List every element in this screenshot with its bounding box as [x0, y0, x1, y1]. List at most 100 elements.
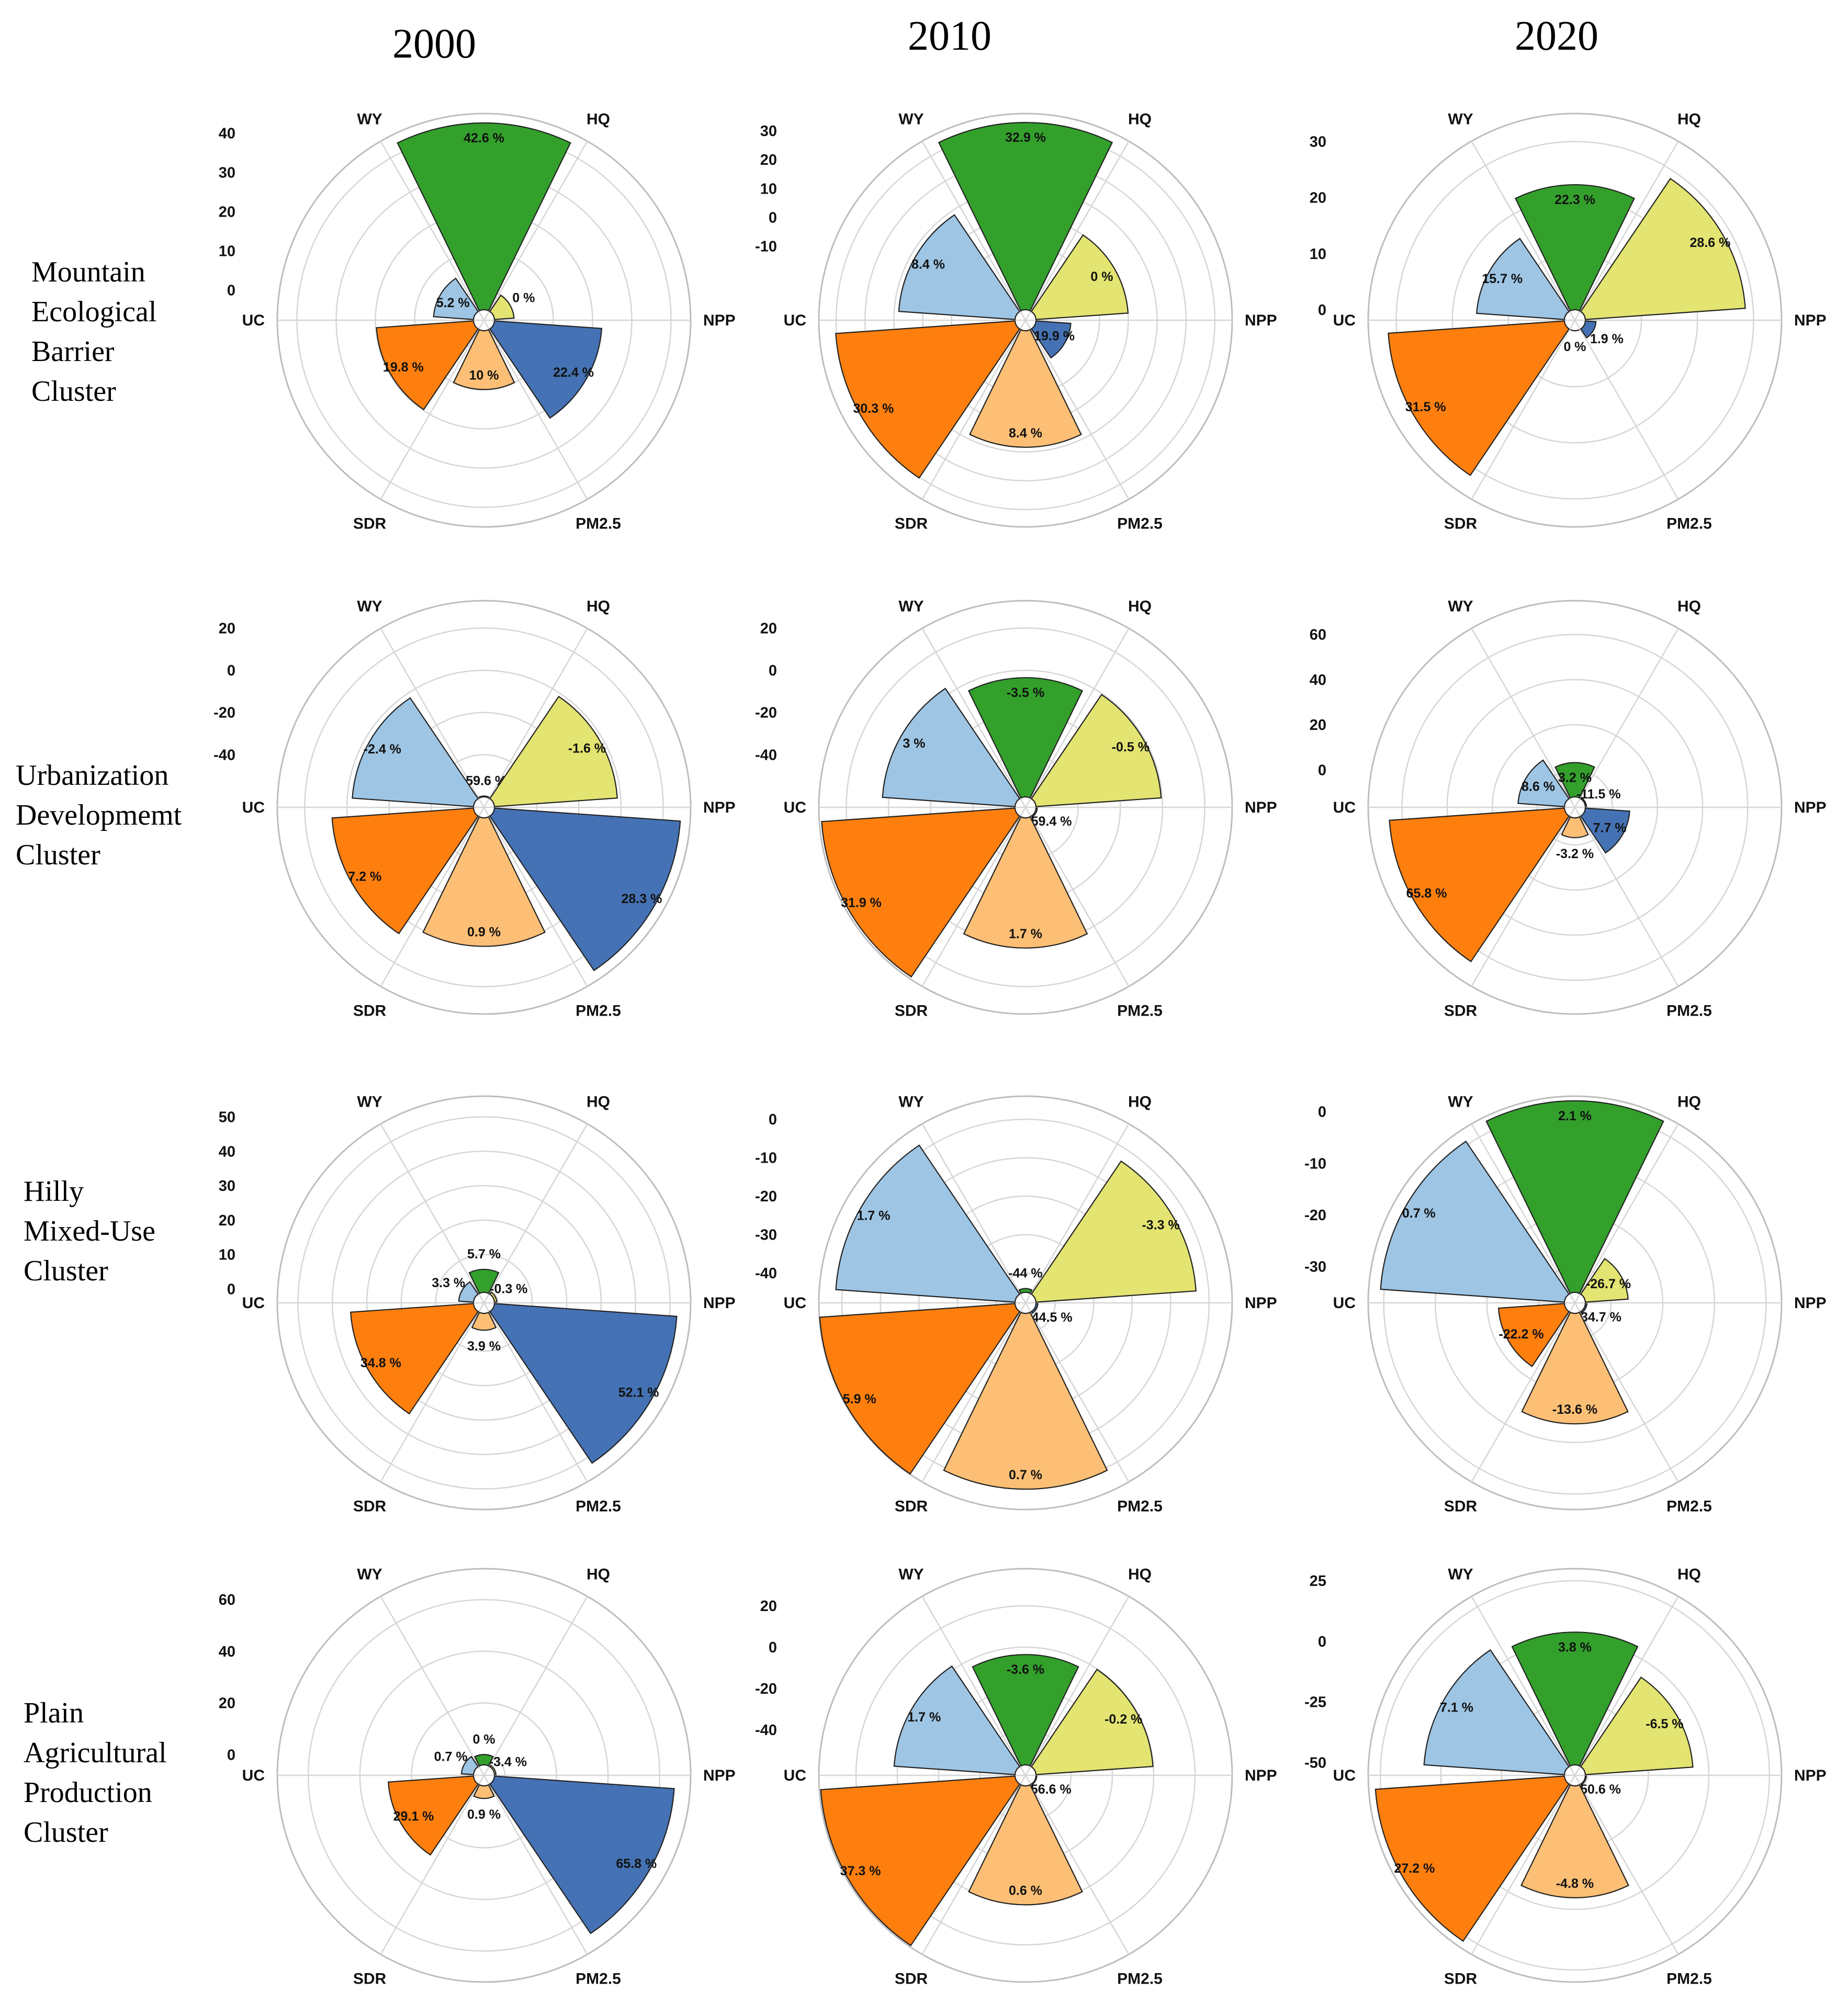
radial-tick-label: -40 [755, 747, 777, 763]
data-label-uc: 5.9 % [843, 1392, 876, 1406]
polar-chart-2000-cluster-3: 0 % -3.4 % 65.8 % 0.9 % 29.1 % 0.7 % HQ NPP PM2.… [219, 1566, 736, 1988]
row-label-line: Cluster [31, 375, 116, 408]
axis-label-pm2-5: PM2.5 [1117, 1002, 1163, 1019]
bar-sdr [473, 1784, 495, 1799]
axis-label-uc: UC [784, 799, 806, 816]
grid-spoke [380, 1775, 485, 1955]
data-label-uc: 29.1 % [393, 1809, 434, 1824]
axis-label-hq: HQ [1677, 1566, 1701, 1583]
bar-uc [821, 807, 1021, 978]
data-label-wy: 5.2 % [436, 296, 470, 310]
axis-label-wy: WY [357, 1566, 382, 1583]
axis-label-sdr: SDR [895, 515, 928, 532]
data-label-wy: 8.6 % [1522, 780, 1555, 794]
bar-uc [331, 807, 479, 935]
data-label-wy: 0.7 % [1402, 1206, 1436, 1221]
bar-hq [1511, 1631, 1639, 1767]
grid-spoke [483, 141, 588, 321]
grid-spoke [921, 1775, 1027, 1955]
data-label-pm2-5: 1.9 % [1590, 332, 1624, 346]
row-label-line: Mountain [31, 256, 145, 288]
grid-spoke [921, 1596, 1027, 1776]
radial-tick-label: -30 [1304, 1259, 1326, 1276]
data-label-wy: 0.7 % [434, 1749, 468, 1764]
axis-label-uc: UC [242, 312, 265, 329]
data-label-pm2-5: 52.1 % [618, 1386, 659, 1400]
radial-tick-label: -30 [755, 1227, 777, 1244]
radial-tick-label: -20 [755, 1681, 777, 1697]
grid-spoke [1024, 141, 1130, 321]
polar-chart-2010-cluster-0: 32.9 % 0 % -19.9 % 8.4 % 30.3 % 8.4 % HQ NPP PM2… [755, 111, 1277, 533]
bar-pm2-5 [1030, 320, 1072, 359]
radial-tick-label: 0 [227, 1281, 235, 1298]
radial-tick-label: 0 [1318, 302, 1326, 319]
row-label-line: Hilly [24, 1175, 84, 1208]
polar-chart-2010-cluster-2: -44 %-3.3 %-44.5 %0.7 %5.9 %1.7 %HQNPPPM… [755, 1094, 1277, 1515]
data-label-wy: 15.7 % [1482, 272, 1523, 286]
axis-label-wy: WY [898, 598, 923, 615]
radial-tick-label: -10 [1304, 1155, 1326, 1172]
radial-tick-label: 40 [219, 126, 235, 142]
data-label-npp: 28.6 % [1690, 235, 1731, 250]
bar-sdr [471, 1311, 497, 1331]
data-label-uc: 37.3 % [840, 1864, 881, 1878]
radial-tick-label: -50 [1304, 1754, 1326, 1771]
axis-label-uc: UC [1333, 1294, 1356, 1312]
bar-sdr [422, 816, 546, 947]
data-label-wy: 1.7 % [907, 1710, 941, 1725]
axis-label-pm2-5: PM2.5 [1666, 515, 1712, 532]
bar-wy [460, 1755, 479, 1775]
radial-tick-label: 50 [219, 1109, 235, 1125]
data-label-sdr: 0.7 % [1009, 1468, 1042, 1482]
radial-tick-label: 10 [1310, 246, 1326, 263]
bar-pm2-5 [1030, 807, 1038, 818]
data-label-npp: -0.2 % [1105, 1712, 1142, 1727]
grid-spoke [1574, 1596, 1679, 1776]
row-label-line: Production [24, 1776, 152, 1809]
data-label-uc: -22.2 % [1498, 1327, 1543, 1342]
bar-hq [972, 1654, 1079, 1767]
axis-label-pm2-5: PM2.5 [576, 1002, 621, 1019]
axis-label-hq: HQ [587, 111, 610, 128]
grid-spoke [483, 1775, 588, 1955]
bar-npp [489, 695, 618, 807]
axis-label-npp: NPP [1245, 799, 1277, 816]
grid-spoke [1574, 1302, 1679, 1482]
radial-tick-label: -10 [755, 1150, 777, 1167]
radial-tick-label: -20 [755, 1188, 777, 1205]
data-label-uc: 30.3 % [853, 401, 894, 416]
axis-label-sdr: SDR [1444, 1970, 1478, 1987]
axis-label-npp: NPP [1794, 1294, 1827, 1312]
data-label-npp: -11.5 % [1576, 787, 1621, 802]
row-label-line: Ecological [31, 296, 156, 328]
row-label-line: Mixed-Use [24, 1215, 155, 1247]
grid-spoke [1471, 141, 1576, 321]
grid-spoke [1574, 1123, 1679, 1303]
axis-label-npp: NPP [1245, 312, 1277, 329]
row-label-line: Barrier [31, 335, 115, 368]
grid-spoke [1574, 1775, 1679, 1955]
grid-spoke [380, 1302, 485, 1482]
radial-tick-label: 30 [1310, 134, 1326, 151]
axis-label-sdr: SDR [895, 1002, 928, 1019]
axis-label-npp: NPP [703, 1767, 736, 1784]
grid-spoke [483, 1123, 588, 1303]
bar-uc [1389, 807, 1570, 963]
axis-label-wy: WY [898, 1566, 923, 1583]
radial-tick-label: -40 [755, 1265, 777, 1282]
grid-spoke [1024, 807, 1130, 987]
data-label-hq: 32.9 % [1005, 130, 1046, 145]
bar-npp [1030, 1160, 1197, 1303]
bar-hq [938, 121, 1113, 312]
data-label-sdr: -3.2 % [1556, 847, 1594, 861]
bar-npp [489, 1291, 498, 1303]
data-label-pm2-5: -19.9 % [1030, 329, 1075, 343]
axis-label-hq: HQ [587, 1094, 610, 1111]
grid-spoke [380, 807, 485, 987]
data-label-wy: 8.4 % [911, 257, 945, 272]
radial-tick-label: 20 [1310, 190, 1326, 207]
grid-spoke [921, 1123, 1027, 1303]
data-label-sdr: 8.4 % [1009, 426, 1042, 441]
grid-spoke [483, 807, 588, 987]
row-label-mountain-ecological-barrier-cluster: Mountain Ecological Barrier Cluster [31, 256, 156, 408]
